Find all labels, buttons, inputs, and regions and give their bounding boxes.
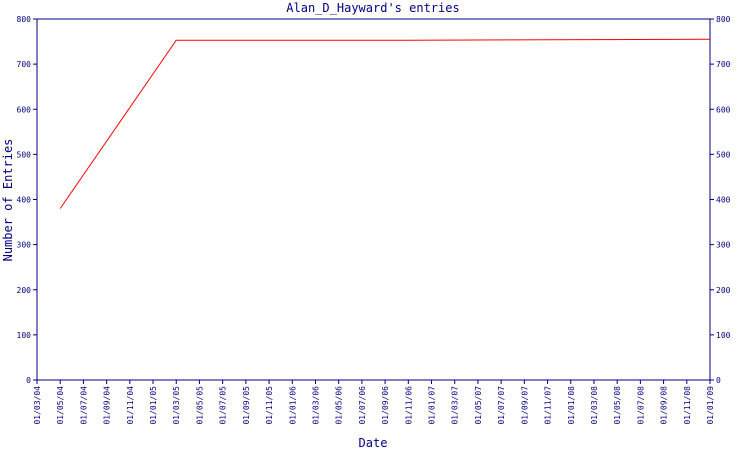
- x-tick-label: 01/07/05: [219, 386, 228, 425]
- x-tick-label: 01/11/08: [683, 386, 692, 425]
- x-tick-label: 01/09/08: [660, 386, 669, 425]
- x-tick-label: 01/05/07: [474, 386, 483, 425]
- y2-tick-label: 0: [716, 376, 721, 385]
- x-tick-label: 01/01/07: [428, 386, 437, 425]
- y-tick-label: 300: [17, 241, 32, 250]
- x-tick-label: 01/09/06: [381, 386, 390, 425]
- y2-tick-label: 300: [716, 241, 731, 250]
- x-tick-label: 01/09/07: [520, 386, 529, 425]
- y2-tick-label: 400: [716, 196, 731, 205]
- y2-tick-label: 700: [716, 60, 731, 69]
- x-tick-label: 01/01/08: [567, 386, 576, 425]
- data-line: [59, 38, 711, 209]
- y-tick-label: 200: [17, 286, 32, 295]
- y-tick-label: 0: [26, 376, 31, 385]
- x-tick-label: 01/03/07: [451, 386, 460, 425]
- y-tick-label: 800: [17, 15, 32, 24]
- x-tick-label: 01/01/06: [288, 386, 297, 425]
- x-tick-label: 01/03/08: [590, 386, 599, 425]
- plot-frame: [36, 18, 711, 381]
- y2-tick-label: 100: [716, 331, 731, 340]
- x-tick-label: 01/11/04: [126, 386, 135, 425]
- x-tick-label: 01/05/05: [195, 386, 204, 425]
- y-tick-label: 100: [17, 331, 32, 340]
- x-tick-label: 01/03/05: [172, 386, 181, 425]
- x-tick-label: 01/11/05: [265, 386, 274, 425]
- chart-title: Alan_D_Hayward's entries: [286, 1, 459, 15]
- x-tick-label: 01/01/05: [149, 386, 158, 425]
- y-axis-label: Number of Entries: [1, 139, 15, 262]
- x-tick-label: 01/07/04: [79, 386, 88, 425]
- x-tick-label: 01/09/04: [103, 386, 112, 425]
- y-tick-label: 500: [17, 150, 32, 159]
- y2-tick-label: 800: [716, 15, 731, 24]
- x-tick-label: 01/11/06: [404, 386, 413, 425]
- x-tick-label: 01/11/07: [544, 386, 553, 425]
- x-tick-label: 01/07/06: [358, 386, 367, 425]
- y2-tick-label: 200: [716, 286, 731, 295]
- x-axis-label: Date: [359, 436, 388, 450]
- x-tick-label: 01/03/04: [33, 386, 42, 425]
- x-tick-label: 01/05/08: [613, 386, 622, 425]
- x-tick-label: 01/03/06: [311, 386, 320, 425]
- y2-tick-label: 500: [716, 150, 731, 159]
- x-tick-label: 01/05/06: [335, 386, 344, 425]
- x-tick-label: 01/01/09: [706, 386, 715, 425]
- x-tick-label: 01/09/05: [242, 386, 251, 425]
- y-tick-label: 400: [17, 196, 32, 205]
- y-tick-label: 600: [17, 105, 32, 114]
- x-tick-label: 01/07/07: [497, 386, 506, 425]
- y-tick-label: 700: [17, 60, 32, 69]
- x-tick-label: 01/07/08: [636, 386, 645, 425]
- x-tick-label: 01/05/04: [56, 386, 65, 425]
- y2-tick-label: 600: [716, 105, 731, 114]
